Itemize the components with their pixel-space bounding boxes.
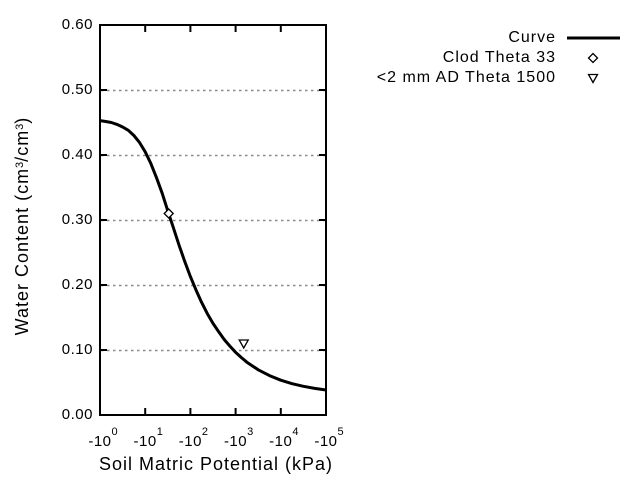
x-tick-label: -101: [120, 426, 176, 450]
axis-ticks: [100, 25, 326, 415]
x-tick-base: -10: [223, 433, 248, 450]
curve-line: [99, 119, 327, 392]
legend: Curve Clod Theta 33 <2 mm AD Theta 1500: [377, 28, 622, 88]
y-axis-title-text: Water Content (cm: [12, 167, 32, 336]
series-layer: [99, 119, 327, 392]
y-axis-title-text: /cm: [12, 129, 32, 162]
legend-label-curve: Curve: [508, 29, 556, 46]
gridlines: [101, 89, 325, 352]
legend-triangle-down-glyph: [587, 73, 599, 84]
y-tick-label: 0.00: [61, 406, 93, 423]
x-tick-label: -102: [165, 426, 221, 450]
x-tick-exponent: 3: [247, 426, 254, 439]
x-tick-label: -103: [211, 426, 267, 450]
x-tick-base: -10: [178, 433, 202, 450]
legend-label-clod-theta-33: Clod Theta 33: [442, 49, 556, 66]
legend-entry-curve: Curve: [377, 28, 622, 48]
x-tick-exponent: 1: [156, 426, 163, 439]
legend-entry-2mm-ad-theta-1500: <2 mm AD Theta 1500: [377, 68, 622, 88]
x-tick-label: -104: [256, 426, 312, 450]
legend-diamond-glyph: [587, 52, 599, 64]
x-tick-base: -10: [88, 433, 112, 450]
plot-border: [99, 24, 327, 416]
x-tick-exponent: 0: [111, 426, 118, 439]
x-tick-exponent: 2: [201, 426, 209, 439]
x-tick-label: -105: [301, 426, 357, 450]
x-tick-label: -100: [75, 426, 131, 450]
y-axis-title-sup: 3: [14, 161, 27, 168]
x-tick-base: -10: [314, 433, 338, 450]
x-tick-base: -10: [269, 433, 293, 450]
x-axis-title: Soil Matric Potential (kPa): [98, 454, 334, 474]
legend-label-2mm-ad-theta-1500: <2 mm AD Theta 1500: [376, 69, 556, 86]
y-tick-label: 0.40: [61, 146, 93, 163]
y-tick-label: 0.50: [61, 81, 93, 98]
x-tick-exponent: 5: [337, 426, 344, 439]
legend-diamond-marker-icon: [587, 52, 599, 64]
x-tick-exponent: 4: [292, 426, 299, 439]
y-tick-label: 0.20: [61, 276, 93, 293]
y-tick-label: 0.10: [61, 341, 93, 358]
y-tick-label: 0.30: [61, 211, 93, 228]
y-tick-label: 0.60: [61, 16, 93, 33]
legend-entry-clod-theta-33: Clod Theta 33: [377, 48, 622, 68]
y-axis-title-sup: 3: [14, 123, 27, 130]
y-axis-title-text: ): [12, 116, 32, 124]
x-tick-base: -10: [133, 433, 157, 450]
data-point-diamond-icon: [163, 208, 175, 219]
y-axis-title: Water Content (cm3/cm3): [10, 76, 34, 376]
legend-line-sample-icon: [567, 36, 620, 40]
data-point-triangle-down-icon: [238, 339, 250, 350]
legend-triangle-down-marker-icon: [587, 73, 599, 84]
